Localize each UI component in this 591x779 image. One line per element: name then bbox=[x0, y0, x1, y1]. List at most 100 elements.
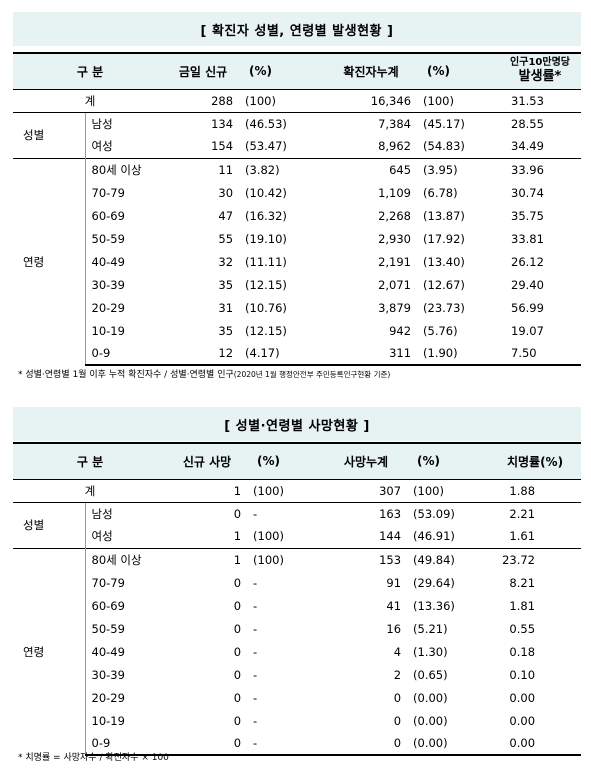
row-cumulative-pct: (46.91) bbox=[413, 529, 455, 544]
row-label: 0-9 bbox=[85, 342, 168, 366]
row-rate: 0.55 bbox=[509, 621, 536, 636]
row-cumulative: 645 bbox=[325, 157, 418, 181]
header-cumulative-pct: (%) bbox=[407, 442, 490, 479]
row-cumulative-pct: (0.00) bbox=[413, 713, 448, 728]
row-new-pct: - bbox=[253, 690, 258, 705]
row-cumulative-pct: (23.73) bbox=[423, 300, 465, 315]
row-new: 0 bbox=[233, 667, 242, 682]
header-new-pct: (%) bbox=[239, 52, 326, 89]
total-new-pct: (100) bbox=[247, 478, 326, 503]
row-new-pct: (12.15) bbox=[245, 323, 287, 338]
row-label: 20-29 bbox=[91, 690, 125, 705]
total-cumulative-pct: (100) bbox=[417, 88, 500, 113]
row-cumulative: 153 bbox=[325, 547, 408, 571]
row-new: 134 bbox=[211, 116, 234, 131]
group-label-sex: 성별 bbox=[13, 112, 86, 158]
row-cumulative: 942 bbox=[389, 323, 412, 338]
row-cumulative: 2,191 bbox=[378, 254, 412, 269]
table-row: 60-69 0- 41 (13.36) 1.81 bbox=[13, 594, 581, 617]
row-label: 0-9 bbox=[85, 732, 168, 756]
row-cumulative: 2,268 bbox=[378, 208, 412, 223]
row-new-pct: (11.11) bbox=[245, 254, 287, 269]
table1-footnote: * 성별·연령별 1월 이후 누적 확진자수 / 성별·연령별 인구(2020년… bbox=[18, 367, 390, 380]
row-new-pct: - bbox=[253, 621, 258, 636]
footnote-main: * 성별·연령별 1월 이후 누적 확진자수 / 성별·연령별 인구 bbox=[18, 370, 234, 380]
header-rate-bottom: 발생률* bbox=[518, 69, 562, 85]
row-new: 0 bbox=[233, 621, 242, 636]
row-label: 60-69 bbox=[91, 598, 125, 613]
row-cumulative-pct: (45.17) bbox=[423, 116, 465, 131]
table-row: 40-49 0- 4 (1.30) 0.18 bbox=[13, 640, 581, 663]
total-new-pct: (100) bbox=[239, 88, 326, 113]
row-new-pct: (4.17) bbox=[239, 342, 326, 366]
header-incidence-rate: 인구10만명당 발생률* bbox=[499, 52, 582, 89]
row-new: 30 bbox=[218, 185, 234, 200]
total-row: 계 1 (100) 307 (100) 1.88 bbox=[13, 478, 582, 503]
row-cumulative-pct: (13.40) bbox=[423, 254, 465, 269]
row-cumulative-pct: (1.90) bbox=[417, 342, 500, 366]
header-cumulative-deaths: 사망누계 bbox=[325, 442, 408, 479]
row-cumulative: 16 bbox=[386, 621, 402, 636]
row-cumulative-pct: (5.76) bbox=[423, 323, 458, 338]
total-row: 계 288 (100) 16,346 (100) 31.53 bbox=[13, 88, 582, 113]
row-new-pct: (53.47) bbox=[245, 139, 287, 154]
table-row: 10-19 35 (12.15) 942 (5.76) 19.07 bbox=[13, 319, 581, 342]
row-new: 35 bbox=[218, 277, 234, 292]
row-new: 0 bbox=[233, 690, 242, 705]
row-cumulative: 2 bbox=[393, 667, 402, 682]
row-new-pct: (10.42) bbox=[245, 185, 287, 200]
group-label-age: 연령 bbox=[13, 547, 86, 755]
row-cumulative: 8,962 bbox=[378, 139, 412, 154]
row-rate: 26.12 bbox=[511, 254, 544, 269]
table-row: 50-59 55 (19.10) 2,930 (17.92) 33.81 bbox=[13, 227, 581, 250]
row-rate: 29.40 bbox=[511, 277, 544, 292]
row-cumulative-pct: (13.36) bbox=[413, 598, 455, 613]
row-label: 80세 이상 bbox=[85, 157, 168, 181]
table-row: 30-39 35 (12.15) 2,071 (12.67) 29.40 bbox=[13, 273, 581, 296]
row-rate: 7.50 bbox=[499, 342, 582, 366]
row-cumulative: 0 bbox=[325, 732, 408, 756]
table2-title: [ 성별·연령별 사망현황 ] bbox=[13, 407, 581, 441]
row-label: 40-49 bbox=[91, 644, 125, 659]
row-new-pct: (3.82) bbox=[239, 157, 326, 181]
row-cumulative: 163 bbox=[379, 506, 402, 521]
table1-title: [ 확진자 성별, 연령별 발생현황 ] bbox=[13, 12, 581, 46]
row-new: 0 bbox=[233, 598, 242, 613]
total-cumulative: 307 bbox=[325, 478, 408, 503]
row-label: 남성 bbox=[91, 506, 113, 521]
table-row: 50-59 0- 16 (5.21) 0.55 bbox=[13, 617, 581, 640]
row-cumulative: 311 bbox=[325, 342, 418, 366]
row-cumulative-pct: (3.95) bbox=[417, 157, 500, 181]
row-rate: 8.21 bbox=[509, 575, 536, 590]
row-label: 여성 bbox=[91, 139, 113, 154]
row-new-pct: (10.76) bbox=[245, 300, 287, 315]
row-cumulative-pct: (13.87) bbox=[423, 208, 465, 223]
row-new: 12 bbox=[167, 342, 240, 366]
row-cumulative-pct: (12.67) bbox=[423, 277, 465, 292]
row-rate: 2.21 bbox=[509, 506, 536, 521]
table-row: 70-79 30 (10.42) 1,109 (6.78) 30.74 bbox=[13, 181, 581, 204]
group-label-age: 연령 bbox=[13, 157, 86, 365]
row-label: 10-19 bbox=[91, 323, 125, 338]
row-label: 70-79 bbox=[91, 185, 125, 200]
row-rate: 0.00 bbox=[489, 732, 582, 756]
row-label: 40-49 bbox=[91, 254, 125, 269]
row-label: 여성 bbox=[91, 529, 113, 544]
row-new: 31 bbox=[218, 300, 234, 315]
row-cumulative-pct: (0.65) bbox=[413, 667, 448, 682]
table-row: 30-39 0- 2 (0.65) 0.10 bbox=[13, 663, 581, 686]
table-row: 성별 남성 134 (46.53) 7,384 (45.17) 28.55 bbox=[13, 112, 581, 158]
total-new: 288 bbox=[167, 88, 240, 113]
row-new-pct: - bbox=[253, 667, 258, 682]
row-new-pct: - bbox=[253, 575, 258, 590]
row-new-pct: - bbox=[253, 644, 258, 659]
row-cumulative-pct: (29.64) bbox=[413, 575, 455, 590]
row-rate: 19.07 bbox=[511, 323, 544, 338]
row-rate: 1.81 bbox=[509, 598, 536, 613]
row-new: 0 bbox=[233, 506, 242, 521]
table-header-row: 구 분 금일 신규 (%) 확진자누계 (%) 인구10만명당 발생률* bbox=[13, 52, 582, 89]
table-row: 40-49 32 (11.11) 2,191 (13.40) 26.12 bbox=[13, 250, 581, 273]
row-new-pct: - bbox=[253, 713, 258, 728]
row-label: 80세 이상 bbox=[85, 547, 168, 571]
header-cumulative-pct: (%) bbox=[417, 52, 500, 89]
